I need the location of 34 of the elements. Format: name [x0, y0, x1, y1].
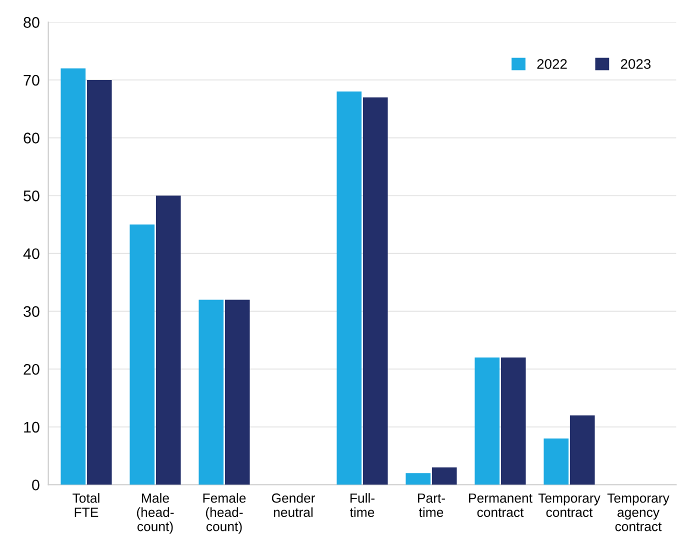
- bar: [406, 473, 431, 485]
- y-tick-label: 10: [24, 422, 40, 433]
- y-tick-label: 30: [24, 306, 40, 317]
- x-tick-label: Female (head- count): [203, 493, 246, 534]
- x-tick-label: Temporary contract: [538, 494, 600, 517]
- bar: [224, 300, 250, 485]
- bar: [432, 467, 457, 485]
- y-tick-label: 20: [24, 364, 40, 375]
- y-tick-label: 50: [24, 190, 40, 202]
- legend-label: 2022: [537, 59, 567, 69]
- y-tick-label: 70: [24, 74, 40, 86]
- x-tick-label: Permanent contract: [469, 494, 532, 517]
- x-tick-label: Total FTE: [72, 493, 100, 517]
- legend-label: 2023: [620, 59, 651, 69]
- bar: [198, 300, 224, 485]
- x-tick-label: Temporary agency contract: [607, 494, 670, 532]
- bar: [474, 358, 500, 485]
- x-tick-label: Full- time: [350, 493, 374, 517]
- bar: [86, 80, 112, 485]
- y-tick-label: 80: [24, 17, 40, 28]
- bar: [336, 92, 362, 485]
- bar: [130, 224, 155, 485]
- y-tick-label: 60: [24, 132, 40, 144]
- bar: [544, 438, 569, 485]
- y-tick-label: 40: [23, 248, 40, 260]
- y-tick-label: 0: [32, 480, 40, 490]
- x-tick-label: Gender neutral: [272, 493, 316, 517]
- bar: [60, 68, 86, 485]
- bar: [156, 196, 181, 485]
- x-tick-label: Male (head- count): [137, 493, 174, 534]
- x-tick-label: Part- time: [418, 494, 445, 517]
- bar: [362, 97, 388, 485]
- bar: [500, 358, 526, 485]
- bar: [570, 415, 595, 485]
